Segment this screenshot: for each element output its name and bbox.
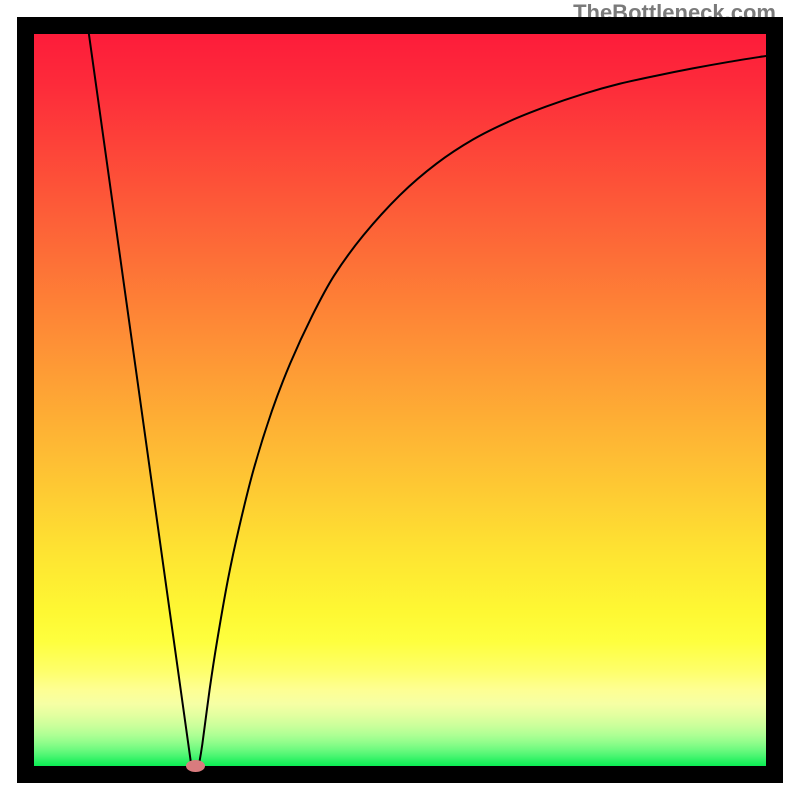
- plot-frame: [17, 17, 783, 783]
- chart-container: TheBottleneck.com: [0, 0, 800, 800]
- selected-gpu-marker: [186, 760, 205, 772]
- bottleneck-curve: [34, 34, 766, 766]
